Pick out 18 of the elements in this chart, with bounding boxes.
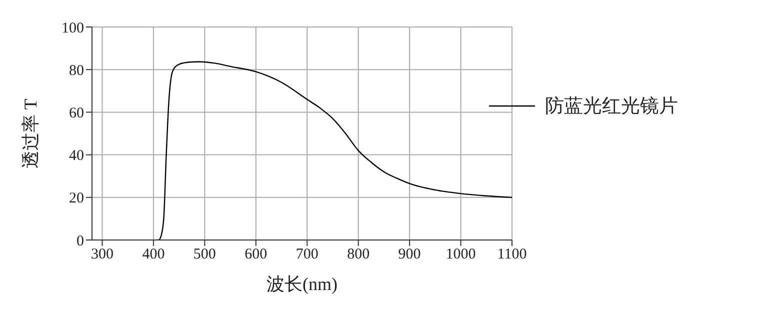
x-tick-label: 600 xyxy=(244,246,268,263)
y-tick-label: 40 xyxy=(69,148,84,164)
x-tick-label: 700 xyxy=(296,246,318,263)
x-tick-label: 400 xyxy=(142,246,165,263)
y-axis-title: 透过率 T xyxy=(20,98,40,168)
x-tick-label: 900 xyxy=(398,246,421,263)
x-tick-label: 500 xyxy=(193,246,216,263)
y-tick-label: 80 xyxy=(69,62,84,79)
legend-label: 防蓝光红光镜片 xyxy=(545,95,678,119)
y-tick-label: 0 xyxy=(76,233,84,250)
x-tick-label: 300 xyxy=(90,246,114,263)
x-tick-label: 1100 xyxy=(497,246,527,263)
x-tick-label: 1000 xyxy=(446,246,476,263)
x-axis-title: 波长(nm) xyxy=(266,274,338,294)
y-tick-label: 100 xyxy=(62,20,84,36)
y-tick-label: 60 xyxy=(69,106,84,122)
x-tick-label: 800 xyxy=(347,246,370,263)
y-tick-label: 20 xyxy=(69,190,84,207)
